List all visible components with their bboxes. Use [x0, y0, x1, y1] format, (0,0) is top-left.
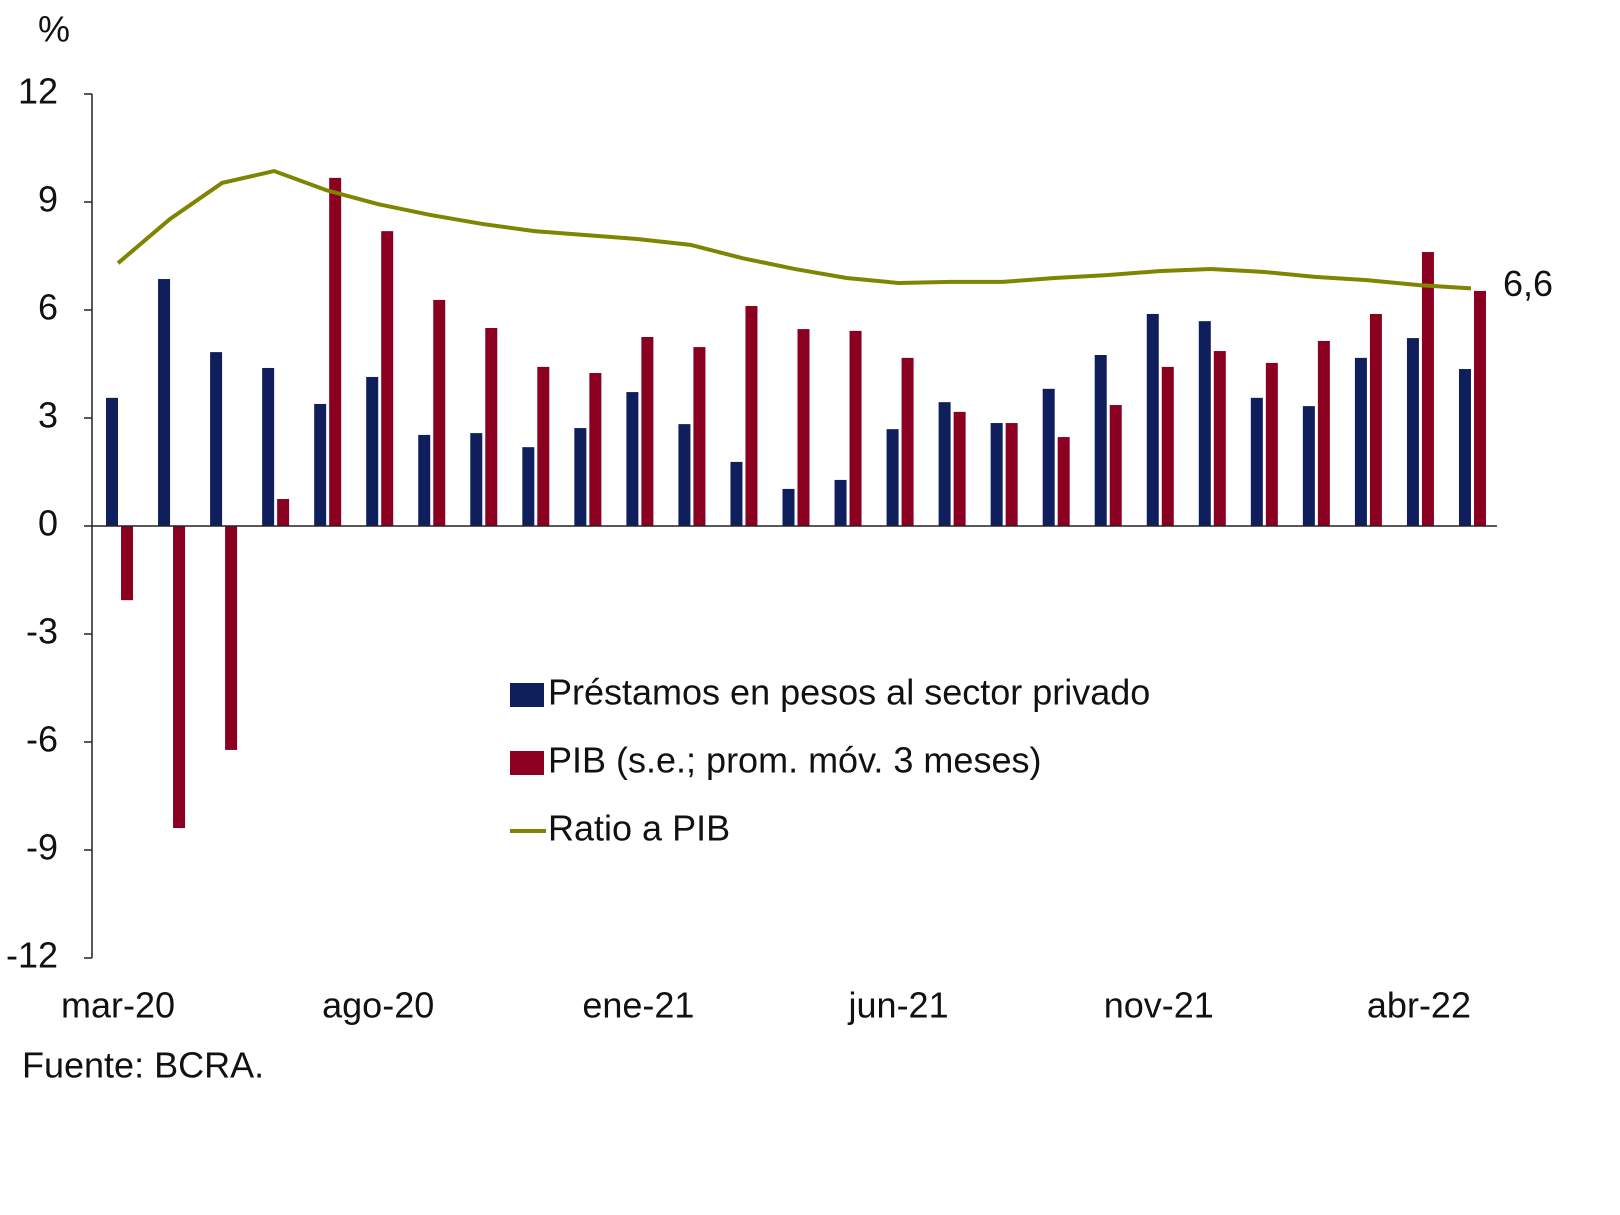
bar [106, 397, 119, 526]
bar [1042, 388, 1055, 526]
bar [678, 424, 691, 526]
bar [1005, 423, 1018, 526]
legend-label: PIB (s.e.; prom. móv. 3 meses) [548, 740, 1041, 781]
bar [1473, 290, 1486, 526]
bar [1458, 369, 1471, 526]
bar [329, 177, 342, 526]
legend-swatch [510, 751, 544, 775]
x-tick-label: jun-21 [848, 985, 949, 1026]
bar [537, 366, 550, 526]
bar [990, 423, 1003, 526]
y-tick-label: -12 [6, 935, 58, 976]
bar [693, 347, 706, 526]
bar [1317, 340, 1330, 526]
y-unit-label: % [38, 9, 70, 50]
bar [641, 337, 654, 526]
bar [418, 434, 431, 526]
bar [1250, 397, 1263, 526]
bar [589, 373, 602, 526]
bar [574, 428, 587, 526]
bar [366, 376, 379, 526]
line-series [116, 168, 1472, 291]
end-label: 6,6 [1503, 263, 1553, 304]
bar [522, 447, 535, 526]
bar [210, 352, 223, 526]
bar [381, 231, 394, 526]
x-tick-label: nov-21 [1104, 985, 1214, 1026]
bar [314, 403, 327, 526]
legend-label: Ratio a PIB [548, 808, 730, 849]
bar [121, 526, 134, 601]
bar [901, 357, 914, 526]
bar [1109, 405, 1122, 526]
bar [938, 402, 951, 526]
bar [745, 306, 758, 526]
bar [1094, 355, 1107, 526]
x-tick-label: ago-20 [322, 985, 434, 1026]
y-tick-label: -3 [26, 611, 58, 652]
bar [1146, 313, 1159, 526]
bar [1369, 313, 1382, 526]
bar [433, 299, 446, 526]
bar [158, 279, 171, 526]
bar [834, 479, 847, 526]
x-tick-label: mar-20 [61, 985, 175, 1026]
legend-swatch [510, 683, 544, 707]
legend-label: Préstamos en pesos al sector privado [548, 672, 1150, 713]
y-tick-label: -6 [26, 719, 58, 760]
y-tick-label: -9 [26, 827, 58, 868]
x-tick-label: ene-21 [582, 985, 694, 1026]
bar [485, 328, 498, 526]
bar [173, 526, 186, 829]
bar [849, 330, 862, 526]
bar [886, 429, 899, 526]
bar [1265, 362, 1278, 526]
bar [277, 499, 290, 526]
bar [1421, 252, 1434, 527]
bar [953, 411, 966, 526]
bar [1406, 338, 1419, 526]
bar [1213, 351, 1226, 526]
bar [1302, 406, 1315, 526]
y-tick-label: 9 [38, 179, 58, 220]
bar [470, 433, 483, 526]
bar [262, 367, 275, 526]
bar [730, 461, 743, 526]
y-tick-label: 3 [38, 395, 58, 436]
bar [1057, 437, 1070, 526]
bar [626, 392, 639, 526]
y-tick-label: 12 [18, 71, 58, 112]
y-tick-label: 0 [38, 503, 58, 544]
source-note: Fuente: BCRA. [22, 1045, 264, 1086]
bar [782, 488, 795, 526]
bar [1354, 357, 1367, 526]
bar [797, 329, 810, 526]
x-tick-label: abr-22 [1367, 985, 1471, 1026]
y-tick-label: 6 [38, 287, 58, 328]
bar [1161, 366, 1174, 526]
bar [1198, 321, 1211, 526]
bar [225, 526, 238, 750]
